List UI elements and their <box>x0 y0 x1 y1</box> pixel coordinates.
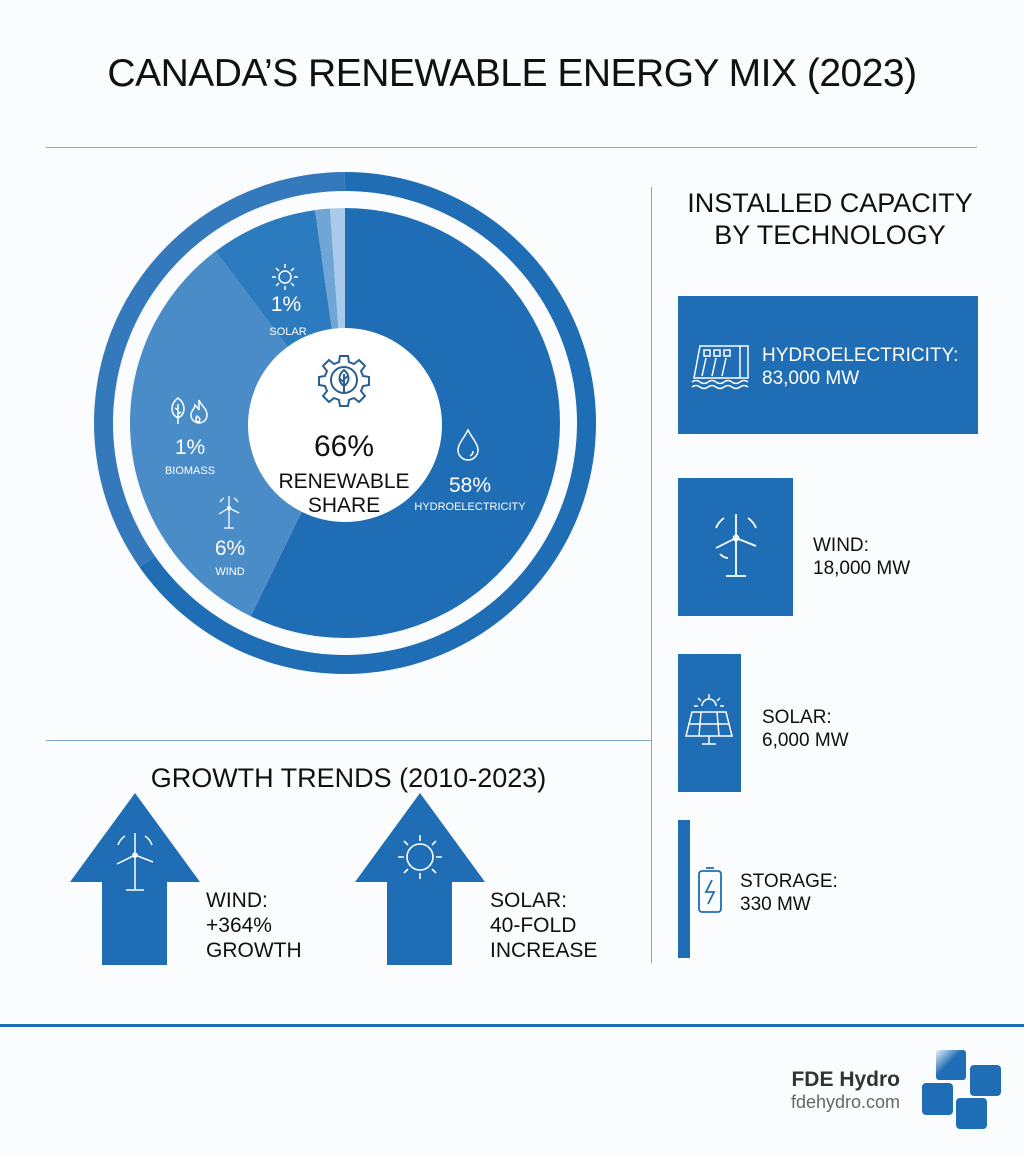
capacity-bar-hydro <box>678 296 978 434</box>
dam-icon <box>691 345 749 390</box>
solar-panel-icon <box>685 694 733 745</box>
growth-solar-line2: 40-FOLD <box>490 914 577 937</box>
capacity-bar-storage <box>678 820 690 958</box>
growth-wind-line2: +364% <box>206 914 272 937</box>
slice-label-hydro-pct: 58% <box>448 474 492 497</box>
battery-icon <box>698 867 722 913</box>
capacity-solar-value: 6,000 MW <box>762 730 849 751</box>
growth-arrow-wind <box>70 793 200 965</box>
center-label-line2: SHARE <box>307 494 381 517</box>
slice-label-hydro: HYDROELECTRICITY <box>414 501 526 513</box>
growth-solar-line3: INCREASE <box>490 939 598 962</box>
growth-wind-text: WIND: +364% GROWTH <box>206 888 302 963</box>
sun-icon <box>398 835 442 879</box>
growth-arrow-solar <box>355 793 485 965</box>
footer-divider <box>0 1024 1024 1027</box>
slice-label-solar-pct: 1% <box>270 293 302 316</box>
growth-solar-text: SOLAR: 40-FOLD INCREASE <box>490 888 597 963</box>
capacity-hydro-value: 83,000 MW <box>762 368 860 389</box>
water-drop-icon <box>457 428 479 461</box>
capacity-wind-text: WIND: 18,000 MW <box>813 534 910 580</box>
outer-ring-segment <box>93 172 345 567</box>
growth-title: GROWTH TRENDS (2010-2023) <box>150 763 547 793</box>
center-label-line1: RENEWABLE <box>278 470 410 493</box>
leaf-flame-icon <box>171 397 208 424</box>
capacity-storage-name: STORAGE: <box>740 871 838 892</box>
capacity-wind-value: 18,000 MW <box>813 558 911 579</box>
wind-turbine-icon <box>715 514 757 577</box>
brand-logo <box>922 1050 1001 1129</box>
slice-label-solar: SOLAR <box>269 326 307 338</box>
slice-label-wind-pct: 6% <box>214 537 246 560</box>
brand-url[interactable]: fdehydro.com <box>790 1092 900 1112</box>
gear-leaf-icon <box>318 355 370 407</box>
capacity-storage-text: STORAGE: 330 MW <box>740 870 838 916</box>
capacity-solar-name: SOLAR: <box>762 707 832 728</box>
capacity-title-line1: INSTALLED CAPACITY <box>687 188 973 218</box>
growth-wind-line1: WIND: <box>206 889 268 912</box>
divider <box>651 187 652 963</box>
capacity-hydro-text: HYDROELECTRICITY: 83,000 MW <box>762 344 958 390</box>
capacity-hydro-name: HYDROELECTRICITY: <box>762 345 959 366</box>
divider <box>46 740 651 741</box>
slice-label-wind: WIND <box>215 566 245 578</box>
growth-solar-line1: SOLAR: <box>490 889 568 912</box>
donut-center <box>248 328 442 522</box>
slice-label-biomass-pct: 1% <box>174 436 206 459</box>
capacity-solar-text: SOLAR: 6,000 MW <box>762 706 849 752</box>
slice-label-biomass: BIOMASS <box>164 465 216 477</box>
capacity-title-line2: BY TECHNOLOGY <box>714 220 946 250</box>
growth-wind-line3: GROWTH <box>206 939 302 962</box>
page-title: CANADA’S RENEWABLE ENERGY MIX (2023) <box>107 52 917 95</box>
capacity-title: INSTALLED CAPACITY BY TECHNOLOGY <box>660 187 1000 251</box>
wind-turbine-icon <box>116 833 154 891</box>
capacity-wind-name: WIND: <box>813 535 869 556</box>
pie-slice-wind-biomass <box>130 251 345 617</box>
brand-name: FDE Hydro <box>791 1068 900 1091</box>
divider <box>46 147 977 148</box>
center-value: 66% <box>313 430 375 463</box>
sun-icon <box>272 264 298 290</box>
wind-turbine-icon <box>218 496 240 529</box>
capacity-storage-value: 330 MW <box>740 894 811 915</box>
